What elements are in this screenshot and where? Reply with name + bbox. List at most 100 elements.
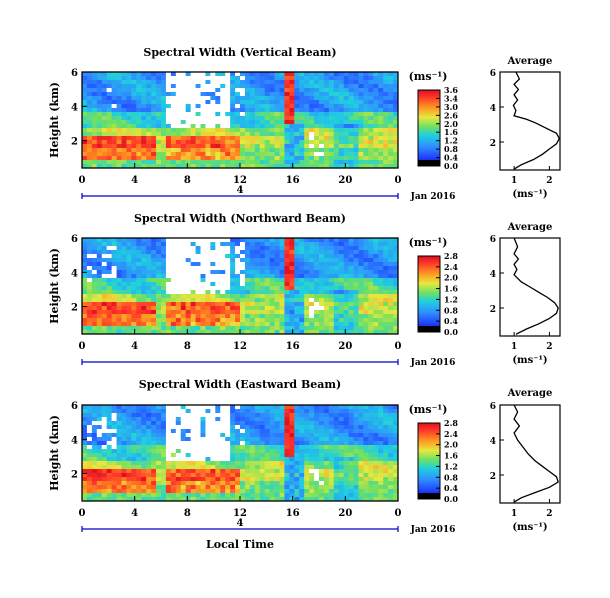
heatmap-cell	[328, 136, 335, 141]
heatmap-cell	[116, 461, 122, 466]
heatmap-cell	[146, 441, 152, 446]
heatmap-cell	[319, 148, 325, 153]
heatmap-cell	[274, 437, 280, 442]
heatmap-cell	[225, 405, 231, 410]
heatmap-cell	[363, 330, 369, 335]
heatmap-cell	[195, 489, 201, 494]
heatmap-cell	[259, 120, 266, 125]
heatmap-cell	[299, 298, 305, 303]
heatmap-cell	[96, 164, 103, 169]
heatmap-cell	[215, 469, 221, 474]
heatmap-cell	[210, 274, 216, 279]
colorbar-segment	[418, 267, 440, 270]
heatmap-cell	[136, 318, 142, 323]
heatmap-cell	[185, 282, 192, 287]
heatmap-cell	[91, 108, 98, 113]
heatmap-cell	[383, 417, 389, 422]
heatmap-cell	[156, 409, 162, 414]
y-tick-label: 6	[71, 68, 78, 79]
heatmap-cell	[190, 84, 196, 89]
heatmap-cell	[190, 445, 196, 450]
average-profile-line	[512, 71, 561, 170]
heatmap-cell	[348, 489, 354, 494]
heatmap-cell	[240, 266, 246, 271]
heatmap-cell	[388, 160, 394, 165]
heatmap-cell	[82, 318, 88, 323]
heatmap-cell	[304, 274, 310, 279]
heatmap-cell	[195, 282, 201, 287]
heatmap-cell	[220, 274, 226, 279]
heatmap-cell	[156, 262, 162, 267]
heatmap-cell	[309, 104, 315, 109]
heatmap-cell	[205, 489, 211, 494]
heatmap-cell	[225, 96, 231, 101]
heatmap-cell	[358, 270, 364, 275]
heatmap-cell	[259, 485, 266, 490]
heatmap-cell	[161, 238, 167, 243]
heatmap-cell	[378, 76, 384, 81]
heatmap-cell	[343, 298, 350, 303]
heatmap-cell	[279, 72, 285, 77]
heatmap-cell	[393, 76, 399, 81]
heatmap-cell	[309, 242, 315, 247]
heatmap-cell	[363, 425, 369, 430]
heatmap-cell	[388, 322, 394, 327]
heatmap-cell	[91, 140, 98, 145]
heatmap-cell	[101, 469, 108, 474]
colorbar-segment	[418, 489, 440, 492]
heatmap-cell	[289, 246, 295, 251]
heatmap-cell	[141, 413, 147, 418]
colorbar-segment	[418, 316, 440, 320]
heatmap-cell	[368, 477, 374, 482]
heatmap-cell	[368, 274, 374, 279]
colorbar-segment	[418, 139, 440, 142]
heatmap-cell	[101, 144, 108, 149]
heatmap-cell	[244, 477, 251, 482]
heatmap-cell	[289, 96, 295, 101]
heatmap-cell	[230, 124, 236, 129]
colorbar-segment	[418, 470, 440, 473]
heatmap-cell	[210, 156, 216, 161]
heatmap-cell	[180, 164, 187, 169]
colorbar-segment	[418, 110, 440, 114]
heatmap-cell	[353, 425, 359, 430]
heatmap-cell	[151, 318, 157, 323]
heatmap-cell	[215, 473, 221, 478]
heatmap-cell	[289, 128, 295, 133]
heatmap-cell	[294, 421, 300, 426]
heatmap-cell	[304, 421, 310, 426]
heatmap-cell	[161, 417, 167, 422]
heatmap-cell	[353, 405, 359, 410]
heatmap-cell	[156, 477, 162, 482]
heatmap-cell	[96, 160, 103, 165]
heatmap-cell	[309, 270, 315, 275]
heatmap-cell	[373, 493, 379, 498]
heatmap-cell	[205, 92, 211, 97]
heatmap-cell	[151, 310, 157, 315]
heatmap-cell	[91, 330, 98, 335]
colorbar-segment	[418, 434, 440, 437]
heatmap-cell	[284, 409, 290, 414]
heatmap-cell	[106, 80, 113, 85]
heatmap-cell	[304, 160, 310, 165]
heatmap-cell	[190, 104, 196, 109]
heatmap-cell	[284, 314, 290, 319]
heatmap-cell	[388, 290, 394, 295]
heatmap-cell	[111, 88, 117, 93]
heatmap-cell	[175, 302, 182, 307]
heatmap-cell	[185, 270, 192, 275]
heatmap-cell	[82, 330, 88, 335]
heatmap-cell	[230, 433, 236, 438]
heatmap-cell	[358, 294, 364, 299]
heatmap-cell	[304, 136, 310, 141]
heatmap-cell	[284, 421, 290, 426]
heatmap-cell	[225, 238, 231, 243]
heatmap-cell	[146, 96, 152, 101]
heatmap-cell	[235, 473, 241, 478]
colorbar-tick-label: 3.4	[444, 93, 458, 103]
heatmap-cell	[101, 152, 108, 157]
heatmap-cell	[240, 493, 246, 498]
average-x-tick-label: 1	[511, 342, 517, 352]
heatmap-cell	[323, 445, 330, 450]
heatmap-cell	[225, 262, 231, 267]
